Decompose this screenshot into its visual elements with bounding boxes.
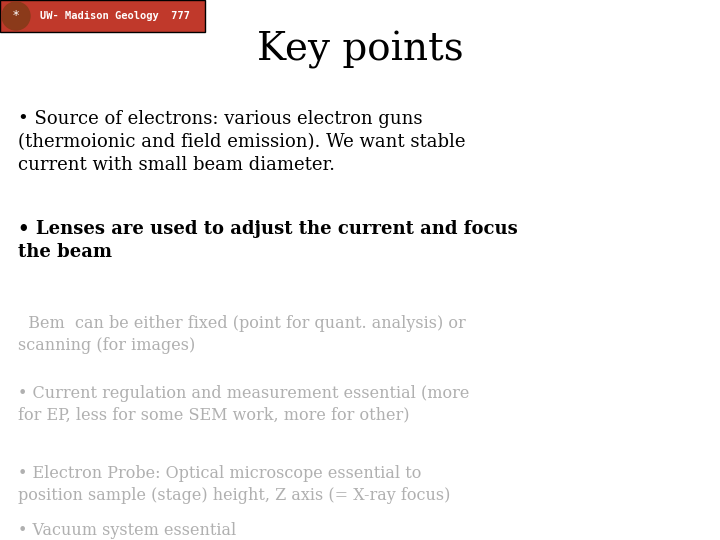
Text: Bem  can be either fixed (point for quant. analysis) or
scanning (for images): Bem can be either fixed (point for quant… xyxy=(18,315,466,354)
Text: • Vacuum system essential: • Vacuum system essential xyxy=(18,522,236,539)
Circle shape xyxy=(2,2,30,30)
Text: • Electron Probe: Optical microscope essential to
position sample (stage) height: • Electron Probe: Optical microscope ess… xyxy=(18,465,451,503)
Text: • Source of electrons: various electron guns
(thermoionic and field emission). W: • Source of electrons: various electron … xyxy=(18,110,466,174)
Text: Key points: Key points xyxy=(257,31,463,69)
Text: UW- Madison Geology  777: UW- Madison Geology 777 xyxy=(40,11,190,21)
Text: • Lenses are used to adjust the current and focus
the beam: • Lenses are used to adjust the current … xyxy=(18,220,518,261)
Text: • Current regulation and measurement essential (more
for EP, less for some SEM w: • Current regulation and measurement ess… xyxy=(18,385,469,423)
FancyBboxPatch shape xyxy=(0,0,205,32)
Text: *: * xyxy=(13,10,19,23)
